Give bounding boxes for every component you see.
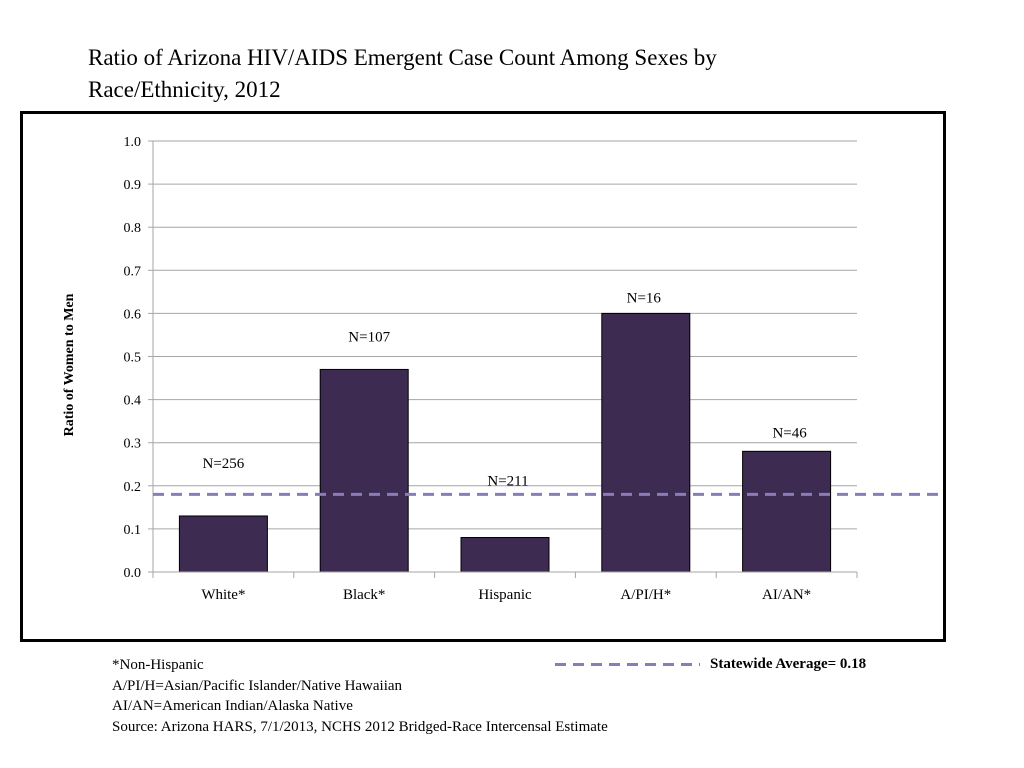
y-tick-label: 0.4 [124,394,142,409]
bar-data-label: N=107 [348,329,390,345]
bar [178,515,268,573]
footnote-non-hispanic: *Non-Hispanic [112,657,204,673]
x-tick-label: White* [201,587,245,603]
x-tick-label: A/PI/H* [620,587,671,603]
bar [319,368,409,573]
bar-data-label: N=256 [203,456,245,472]
x-tick-label: Hispanic [478,587,532,603]
y-axis-label: Ratio of Women to Men [62,293,77,437]
chart-title: Ratio of Arizona HIV/AIDS Emergent Case … [88,45,717,102]
chart-frame: 0.0 0.1 0.2 0.3 0.4 0.5 0.6 0.7 0.8 0.9 1.0 White* B… [20,111,946,642]
y-tick-label: 0.7 [124,264,142,279]
bar-data-label: N=16 [627,290,662,306]
legend-label-statewide-average: Statewide Average= 0.18 [710,656,867,672]
y-tick-label: 0.1 [124,523,142,538]
bar-chart: 0.0 0.1 0.2 0.3 0.4 0.5 0.6 0.7 0.8 0.9 1.0 White* B… [124,135,943,603]
y-tick-label: 0.3 [124,437,142,452]
y-tick-label: 0.0 [124,566,142,581]
x-tick-label: Black* [343,587,386,603]
footnote-apih: A/PI/H=Asian/Pacific Islander/Native Haw… [112,677,403,694]
y-tick-label: 1.0 [124,135,142,150]
y-tick-label: 0.8 [124,221,142,236]
legend: Statewide Average= 0.18 [555,656,895,676]
bar-data-label: N=211 [487,474,528,490]
bar [742,450,832,573]
x-tick-label: AI/AN* [762,587,811,603]
y-tick-label: 0.9 [124,178,142,193]
footnotes: *Non-Hispanic A/PI/H=Asian/Pacific Islan… [112,655,608,737]
bar [460,537,550,573]
footnote-source: Source: Arizona HARS, 7/1/2013, NCHS 201… [112,718,608,735]
footnote-aian: AI/AN=American Indian/Alaska Native [112,698,353,714]
y-tick-label: 0.5 [124,351,142,366]
y-tick-label: 0.6 [124,307,142,322]
y-tick-label: 0.2 [124,480,142,495]
bar-data-label: N=46 [772,425,807,441]
legend-dashed-line-swatch [555,663,700,666]
bar [601,312,691,573]
